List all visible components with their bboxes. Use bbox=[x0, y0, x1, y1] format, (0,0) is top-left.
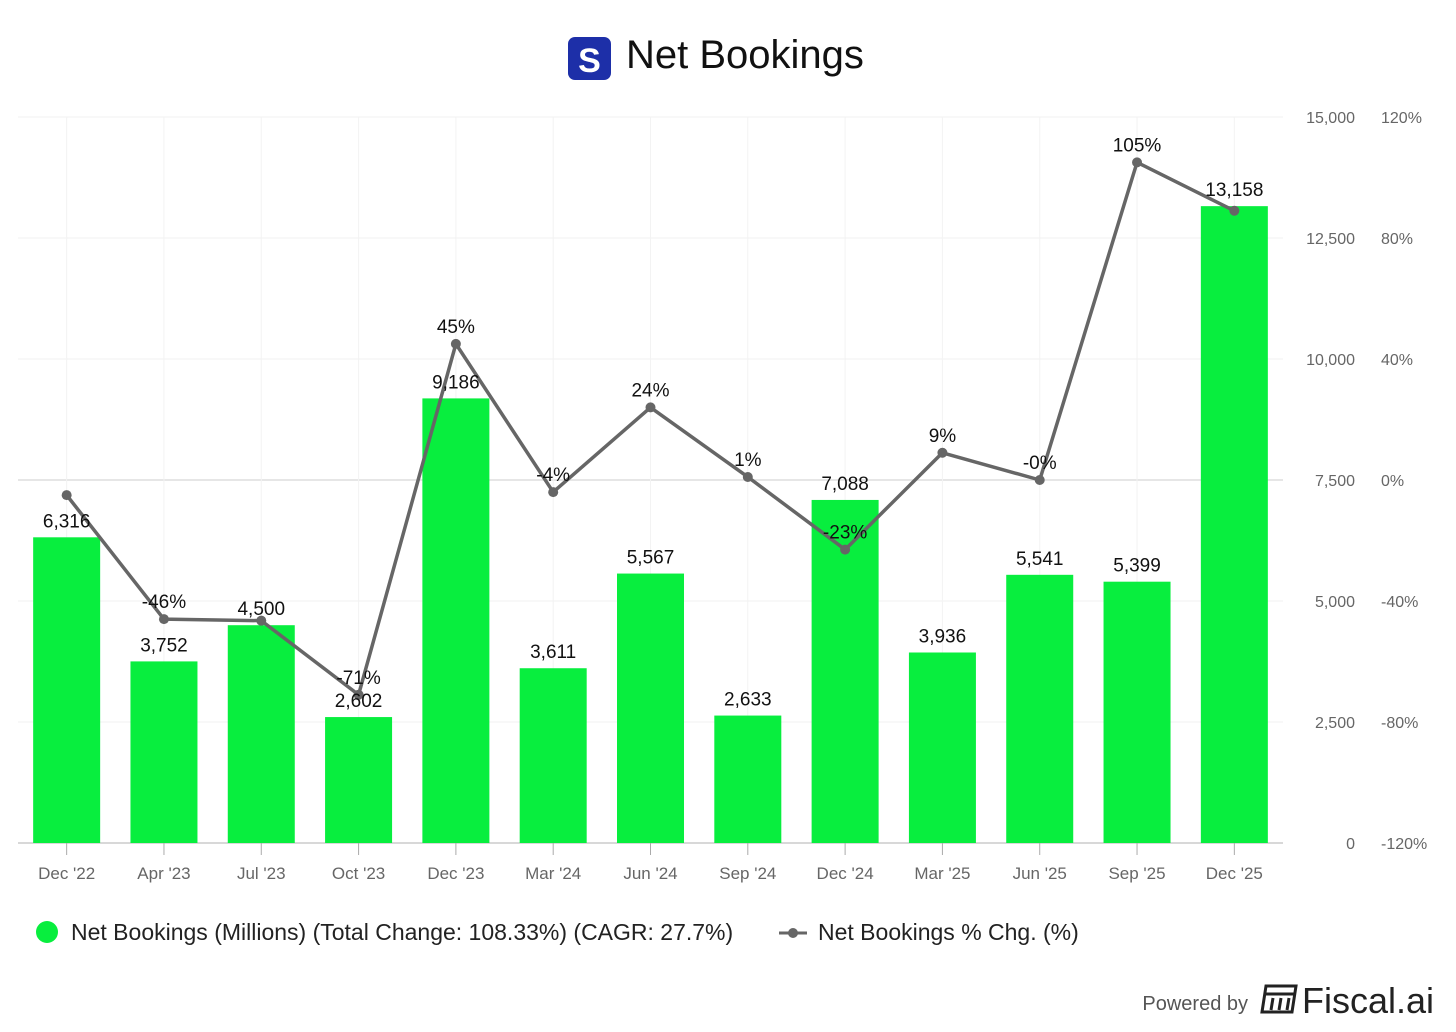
pct-change-point bbox=[353, 689, 364, 700]
pct-change-label: 45% bbox=[437, 317, 475, 338]
pct-change-label: -23% bbox=[823, 523, 867, 544]
line-series bbox=[61, 157, 1240, 700]
bar-series bbox=[33, 206, 1268, 843]
bar bbox=[714, 715, 782, 843]
x-axis-tick-label: Jul '23 bbox=[237, 864, 286, 883]
bar bbox=[908, 652, 976, 843]
pct-change-label: 9% bbox=[929, 426, 957, 447]
x-axis-tick-label: Mar '25 bbox=[914, 864, 970, 883]
pct-change-point bbox=[1034, 475, 1045, 485]
pct-change-label: -0% bbox=[1023, 453, 1057, 474]
bar-value-label: 3,611 bbox=[530, 642, 576, 663]
pct-change-label: -4% bbox=[536, 465, 570, 486]
bar-value-label: 6,316 bbox=[43, 511, 91, 532]
bar-value-label: 13,158 bbox=[1205, 180, 1263, 201]
x-axis-tick-label: Sep '24 bbox=[719, 864, 776, 883]
left-axis-tick-label: 10,000 bbox=[1306, 352, 1355, 369]
bar-value-label: 4,500 bbox=[237, 599, 285, 620]
bar-value-label: 7,088 bbox=[821, 474, 869, 495]
bar bbox=[130, 661, 198, 843]
bar bbox=[1103, 581, 1171, 843]
right-axis-tick-label: 120% bbox=[1381, 110, 1422, 127]
bar bbox=[811, 499, 879, 843]
pct-change-point bbox=[158, 614, 169, 625]
right-axis-tick-label: 80% bbox=[1381, 231, 1413, 248]
bar bbox=[519, 668, 587, 843]
right-axis-tick-label: -120% bbox=[1381, 836, 1427, 853]
pct-change-point bbox=[840, 544, 851, 555]
left-axis-tick-label: 15,000 bbox=[1306, 110, 1355, 127]
x-axis-tick-label: Sep '25 bbox=[1108, 864, 1165, 883]
bar-value-label: 3,936 bbox=[919, 626, 967, 647]
bar bbox=[1006, 574, 1074, 843]
bar-value-label: 2,602 bbox=[335, 691, 383, 712]
pct-change-point bbox=[548, 487, 559, 498]
pct-change-label: 105% bbox=[1113, 135, 1162, 156]
fiscal-logo-icon bbox=[1260, 984, 1298, 1014]
x-axis-tick-label: Apr '23 bbox=[137, 864, 190, 883]
left-axis-tick-label: 5,000 bbox=[1315, 594, 1355, 611]
bar bbox=[33, 537, 101, 843]
bar bbox=[422, 398, 490, 843]
pct-change-point bbox=[256, 615, 267, 626]
company-logo-letter: S bbox=[578, 42, 601, 80]
bar bbox=[1200, 206, 1268, 843]
pct-change-point bbox=[1132, 157, 1143, 168]
bar-value-label: 5,399 bbox=[1113, 556, 1161, 577]
footer-branding: Powered by Fiscal.ai bbox=[1142, 980, 1434, 1021]
bar-value-label: 5,567 bbox=[627, 548, 675, 569]
pct-change-point bbox=[645, 402, 656, 413]
legend-bar-marker-icon bbox=[36, 921, 58, 943]
pct-change-point bbox=[61, 490, 72, 501]
pct-change-point bbox=[1229, 205, 1240, 216]
bar bbox=[617, 573, 684, 843]
bar-value-label: 5,541 bbox=[1016, 549, 1064, 570]
pct-change-point bbox=[742, 471, 753, 482]
legend[interactable]: Net Bookings (Millions) (Total Change: 1… bbox=[36, 919, 1079, 945]
legend-line-dot-icon bbox=[788, 928, 798, 938]
x-axis-tick-label: Jun '24 bbox=[623, 864, 677, 883]
right-axis-tick-label: -40% bbox=[1381, 594, 1418, 611]
pct-change-point bbox=[937, 447, 948, 458]
right-axis-tick-label: -80% bbox=[1381, 715, 1418, 732]
fiscal-brand-text: Fiscal.ai bbox=[1302, 980, 1434, 1021]
x-axis-tick-label: Dec '23 bbox=[427, 864, 484, 883]
bar bbox=[325, 717, 393, 843]
left-axis-tick-label: 12,500 bbox=[1306, 231, 1355, 248]
pct-change-label: -46% bbox=[142, 592, 186, 613]
left-axis-tick-label: 2,500 bbox=[1315, 715, 1355, 732]
x-axis-tick-label: Dec '22 bbox=[38, 864, 95, 883]
x-axis-tick-label: Dec '25 bbox=[1206, 864, 1263, 883]
right-axis-tick-label: 40% bbox=[1381, 352, 1413, 369]
pct-change-label: 24% bbox=[631, 380, 669, 401]
left-axis-tick-label: 7,500 bbox=[1315, 473, 1355, 490]
pct-change-point bbox=[450, 338, 461, 349]
powered-by-text: Powered by bbox=[1142, 993, 1248, 1015]
bar-value-label: 2,633 bbox=[724, 690, 772, 711]
right-axis-tick-label: 0% bbox=[1381, 473, 1404, 490]
axes: 0 2,500 5,000 7,500 10,000 12,500 15,000 -120% -… bbox=[18, 110, 1427, 883]
bar-value-label: 9,186 bbox=[432, 372, 480, 393]
bar-value-label: 3,752 bbox=[140, 635, 188, 656]
chart-title: Net Bookings bbox=[626, 33, 864, 77]
chart-header: S Net Bookings bbox=[568, 33, 864, 80]
legend-bar-label[interactable]: Net Bookings (Millions) (Total Change: 1… bbox=[71, 919, 733, 945]
company-logo-icon bbox=[568, 37, 611, 80]
legend-line-label[interactable]: Net Bookings % Chg. (%) bbox=[818, 919, 1079, 945]
x-axis-tick-label: Mar '24 bbox=[525, 864, 581, 883]
x-axis-tick-label: Oct '23 bbox=[332, 864, 385, 883]
x-axis-tick-label: Dec '24 bbox=[817, 864, 874, 883]
x-axis-tick-label: Jun '25 bbox=[1013, 864, 1067, 883]
pct-change-label: -71% bbox=[336, 668, 380, 689]
pct-change-label: 1% bbox=[734, 450, 762, 471]
left-axis-tick-label: 0 bbox=[1346, 836, 1355, 853]
bar bbox=[227, 625, 295, 843]
data-labels: 6,316 3,752 4,500 2,602 9,186 3,611 5,567 2,633… bbox=[43, 135, 1264, 712]
